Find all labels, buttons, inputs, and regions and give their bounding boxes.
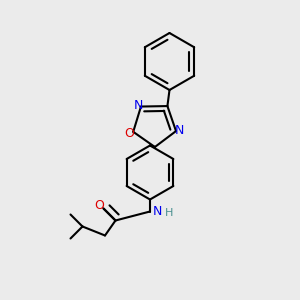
Text: N: N — [153, 205, 162, 218]
Text: H: H — [164, 208, 173, 218]
Text: O: O — [94, 199, 104, 212]
Text: N: N — [175, 124, 184, 137]
Text: N: N — [134, 98, 143, 112]
Text: O: O — [125, 127, 135, 140]
